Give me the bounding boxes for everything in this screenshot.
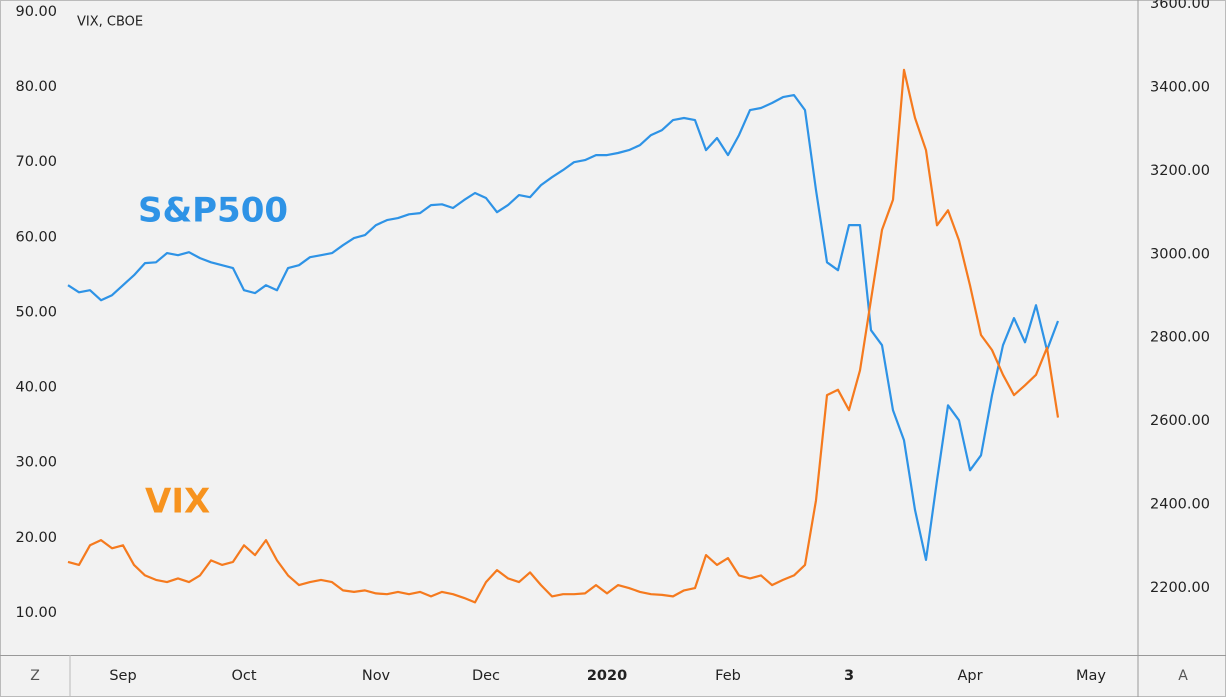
series-line [67, 68, 1060, 604]
y2-tick-label: 2800.00 [1150, 330, 1210, 346]
series-label: VIX [145, 482, 210, 522]
y2-tick-label: 3400.00 [1150, 80, 1210, 96]
y-tick-label: 50.00 [15, 304, 57, 320]
y2-tick-label: 2400.00 [1150, 496, 1210, 512]
y-tick-label: 10.00 [15, 605, 57, 621]
chart-title: VIX, CBOE [77, 15, 143, 30]
y2-tick-label: 2600.00 [1150, 413, 1210, 429]
y-tick-label: 90.00 [15, 4, 57, 20]
y-tick-label: 40.00 [15, 380, 57, 396]
x-tick-label: 2020 [587, 668, 627, 684]
y2-tick-label: 2200.00 [1150, 580, 1210, 596]
y-tick-label: 30.00 [15, 455, 57, 471]
button[interactable]: A [1178, 668, 1188, 684]
y-tick-label: 80.00 [15, 79, 57, 95]
x-tick-label: May [1076, 668, 1106, 684]
y-tick-label: 20.00 [15, 530, 57, 546]
series-line [67, 94, 1060, 561]
series-label: S&P500 [138, 191, 288, 231]
button[interactable]: Z [30, 668, 40, 684]
y2-tick-label: 3000.00 [1150, 246, 1210, 262]
y-tick-label: 60.00 [15, 229, 57, 245]
x-tick-label: Dec [472, 668, 500, 684]
x-tick-label: Nov [362, 668, 391, 684]
x-tick-label: 3 [844, 668, 854, 684]
x-tick-label: Apr [957, 668, 982, 684]
x-tick-label: Sep [109, 668, 136, 684]
y-tick-label: 70.00 [15, 154, 57, 170]
y2-tick-label: 3200.00 [1150, 163, 1210, 179]
x-tick-label: Feb [715, 668, 741, 684]
x-tick-label: Oct [231, 668, 256, 684]
y2-tick-label: 3600.00 [1150, 0, 1210, 12]
